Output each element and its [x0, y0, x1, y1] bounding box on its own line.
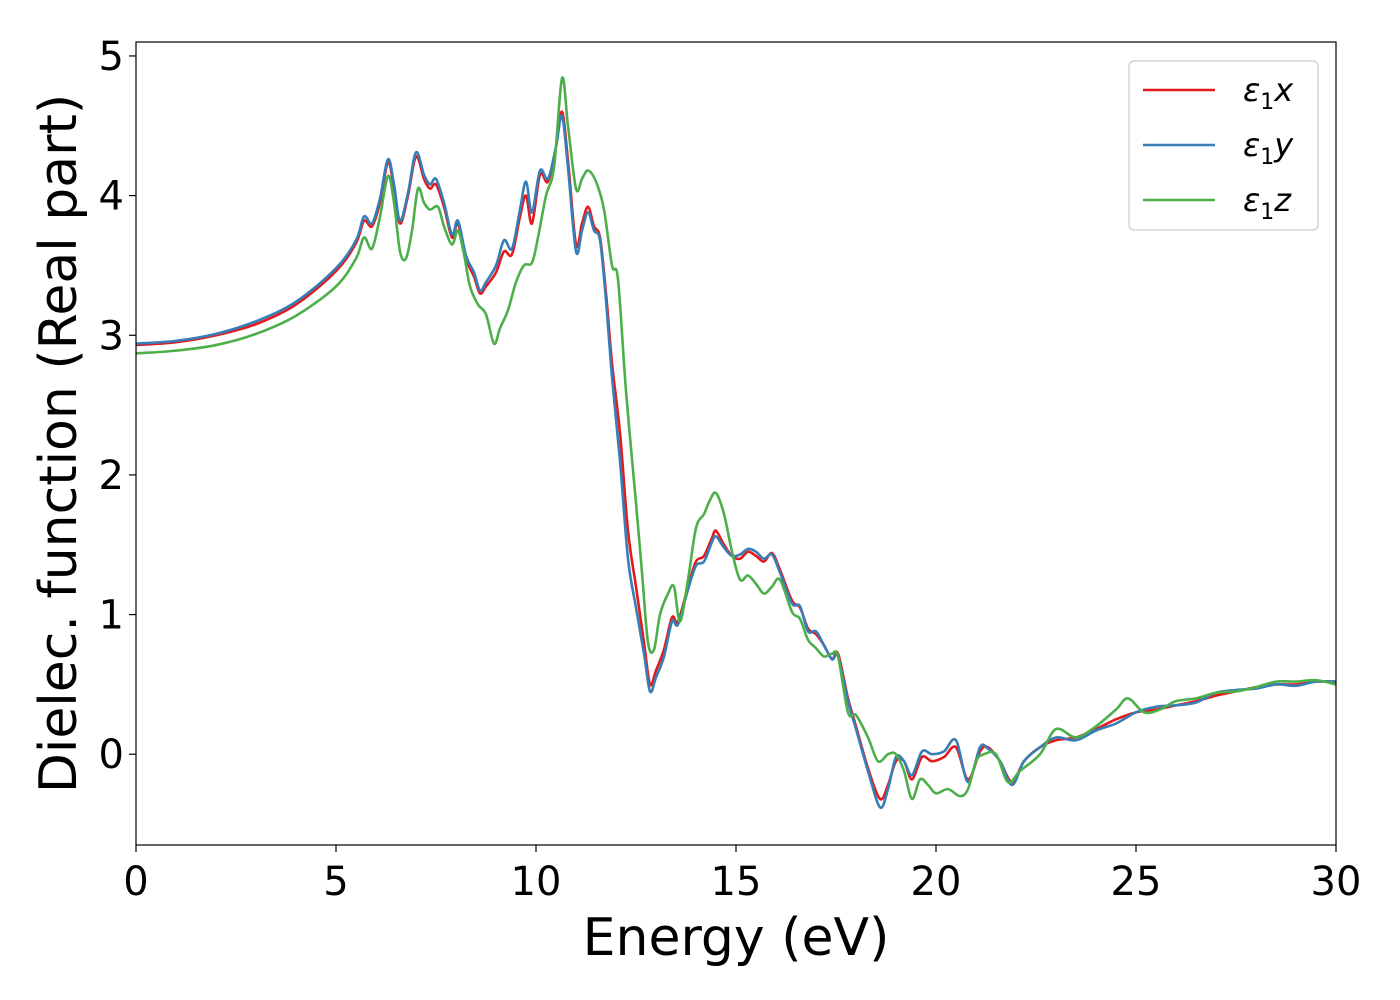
- legend-label-z: ε1z: [1243, 181, 1292, 225]
- y-tick-label: 4: [99, 174, 124, 220]
- y-tick-label: 1: [99, 593, 124, 639]
- x-axis: 0 5 10 15 20 25 30: [123, 845, 1361, 905]
- x-tick-label: 0: [123, 859, 148, 905]
- x-tick-label: 15: [711, 859, 762, 905]
- x-tick-label: 20: [911, 859, 962, 905]
- y-tick-label: 2: [99, 453, 124, 499]
- y-tick-label: 3: [99, 313, 124, 359]
- legend-box: [1128, 60, 1319, 231]
- plot-lines: [136, 76, 1336, 810]
- x-tick-label: 25: [1111, 859, 1162, 905]
- y-tick-label: 0: [99, 732, 124, 778]
- y-axis-label: Dielec. function (Real part): [29, 94, 89, 793]
- y-tick-label: 5: [99, 34, 124, 80]
- x-tick-label: 10: [511, 859, 562, 905]
- legend-label-x: ε1x: [1243, 71, 1294, 115]
- y-axis: 0 1 2 3 4 5: [99, 34, 136, 778]
- legend-label-y: ε1y: [1243, 126, 1294, 170]
- legend: ε1x ε1y ε1z: [1128, 60, 1319, 231]
- series-line-z: [136, 76, 1336, 801]
- x-axis-label: Energy (eV): [583, 908, 890, 968]
- series-line-y: [136, 114, 1336, 810]
- x-tick-label: 5: [323, 859, 348, 905]
- x-tick-label: 30: [1311, 859, 1362, 905]
